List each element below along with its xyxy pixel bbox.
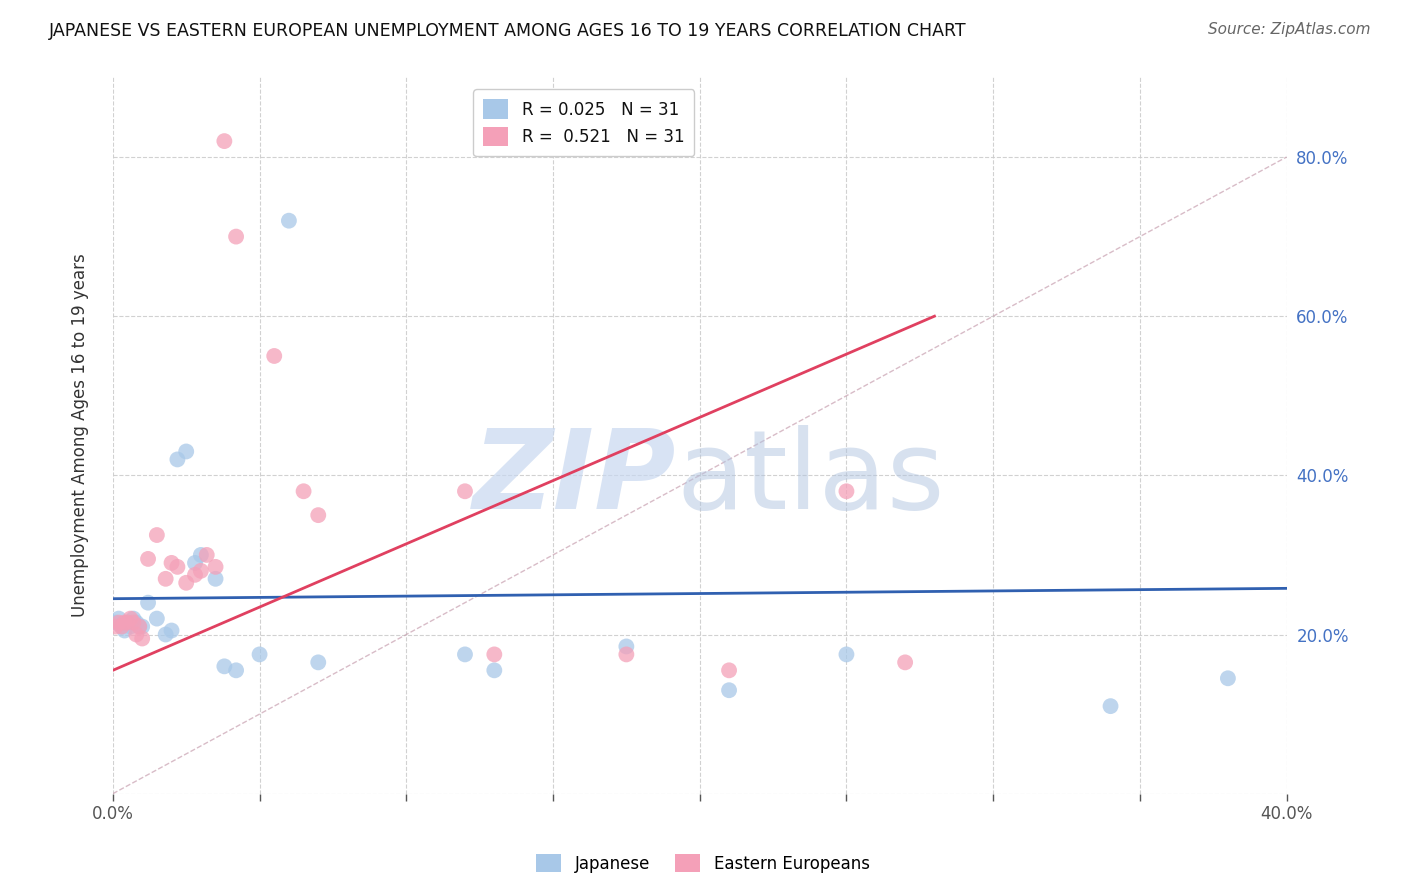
Point: [214, 659, 236, 673]
Legend: Japanese, Eastern Europeans: Japanese, Eastern Europeans: [530, 847, 876, 880]
Point: [117, 615, 139, 630]
Point: [111, 619, 134, 633]
Point: [160, 624, 183, 638]
Point: [174, 575, 197, 590]
Point: [146, 528, 169, 542]
Point: [204, 572, 226, 586]
Point: [125, 627, 148, 641]
Text: atlas: atlas: [676, 425, 945, 532]
Point: [117, 615, 139, 630]
Point: [249, 648, 271, 662]
Point: [454, 484, 477, 499]
Point: [214, 134, 236, 148]
Point: [204, 560, 226, 574]
Point: [225, 229, 247, 244]
Point: [1216, 671, 1239, 685]
Point: [128, 619, 150, 633]
Point: [104, 615, 127, 630]
Point: [614, 648, 637, 662]
Point: [120, 611, 142, 625]
Point: [190, 548, 212, 562]
Point: [136, 552, 159, 566]
Point: [894, 656, 917, 670]
Point: [155, 627, 177, 641]
Point: [307, 508, 329, 523]
Point: [184, 567, 207, 582]
Point: [136, 596, 159, 610]
Point: [277, 213, 299, 227]
Point: [120, 619, 142, 633]
Point: [292, 484, 315, 499]
Point: [104, 619, 127, 633]
Point: [122, 615, 145, 630]
Point: [484, 648, 506, 662]
Text: JAPANESE VS EASTERN EUROPEAN UNEMPLOYMENT AMONG AGES 16 TO 19 YEARS CORRELATION : JAPANESE VS EASTERN EUROPEAN UNEMPLOYMEN…: [49, 22, 967, 40]
Point: [114, 615, 136, 630]
Point: [111, 619, 134, 633]
Point: [114, 624, 136, 638]
Point: [307, 656, 329, 670]
Point: [166, 560, 188, 574]
Point: [190, 564, 212, 578]
Point: [131, 619, 153, 633]
Point: [225, 663, 247, 677]
Point: [614, 640, 637, 654]
Point: [454, 648, 477, 662]
Point: [718, 683, 741, 698]
Text: ZIP: ZIP: [472, 425, 676, 532]
Point: [835, 648, 858, 662]
Point: [107, 615, 129, 630]
Y-axis label: Unemployment Among Ages 16 to 19 years: Unemployment Among Ages 16 to 19 years: [72, 253, 89, 617]
Point: [155, 572, 177, 586]
Legend: R = 0.025   N = 31, R =  0.521   N = 31: R = 0.025 N = 31, R = 0.521 N = 31: [474, 89, 695, 156]
Point: [1099, 699, 1122, 714]
Point: [131, 632, 153, 646]
Point: [146, 611, 169, 625]
Point: [160, 556, 183, 570]
Point: [263, 349, 285, 363]
Point: [128, 619, 150, 633]
Point: [107, 611, 129, 625]
Point: [166, 452, 188, 467]
Text: Source: ZipAtlas.com: Source: ZipAtlas.com: [1208, 22, 1371, 37]
Point: [484, 663, 506, 677]
Point: [718, 663, 741, 677]
Point: [195, 548, 218, 562]
Point: [122, 611, 145, 625]
Point: [184, 556, 207, 570]
Point: [835, 484, 858, 499]
Point: [174, 444, 197, 458]
Point: [125, 615, 148, 630]
